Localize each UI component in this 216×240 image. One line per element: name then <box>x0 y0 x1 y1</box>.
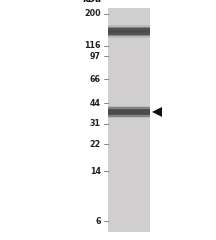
Text: 200: 200 <box>84 9 101 18</box>
Bar <box>108 27 150 33</box>
Text: 14: 14 <box>90 167 101 175</box>
Bar <box>108 25 150 31</box>
Text: 44: 44 <box>90 99 101 108</box>
Text: 116: 116 <box>84 41 101 50</box>
Text: 31: 31 <box>90 120 101 128</box>
Bar <box>108 109 150 115</box>
Bar <box>108 107 150 114</box>
Bar <box>108 31 150 37</box>
Bar <box>108 8 150 232</box>
Text: 6: 6 <box>95 217 101 226</box>
Polygon shape <box>152 107 162 117</box>
Text: 97: 97 <box>90 52 101 61</box>
Text: kDa: kDa <box>82 0 101 4</box>
Bar <box>108 30 150 36</box>
Bar <box>108 106 150 112</box>
Text: 66: 66 <box>90 75 101 84</box>
Bar <box>108 110 150 117</box>
Bar <box>108 28 150 35</box>
Text: 22: 22 <box>90 140 101 149</box>
Bar <box>108 112 150 118</box>
